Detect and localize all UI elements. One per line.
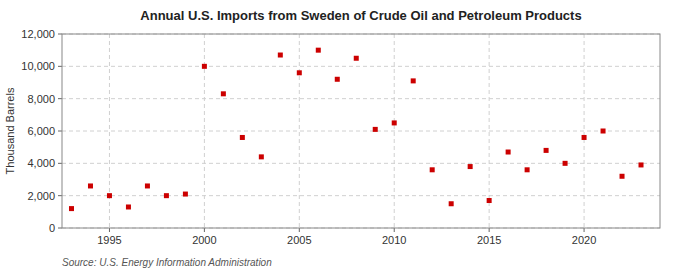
grid-line xyxy=(62,66,660,67)
title: Annual U.S. Imports from Sweden of Crude… xyxy=(140,8,581,23)
grid-line xyxy=(584,34,585,228)
point xyxy=(335,77,340,82)
source-note: Source: U.S. Energy Information Administ… xyxy=(62,257,272,268)
x-tick xyxy=(584,228,585,232)
y-tick-label: 2,000 xyxy=(27,190,55,202)
point xyxy=(525,167,530,172)
grid-line xyxy=(62,98,660,99)
y-tick xyxy=(58,98,62,99)
y-tick xyxy=(58,66,62,67)
x-tick xyxy=(109,228,110,232)
point xyxy=(69,206,74,211)
y-tick-label: 12,000 xyxy=(21,28,55,40)
y-tick xyxy=(58,163,62,164)
y-tick-label: 8,000 xyxy=(27,93,55,105)
point xyxy=(449,201,454,206)
grid xyxy=(62,34,660,228)
point xyxy=(259,154,264,159)
grid-line xyxy=(62,195,660,196)
point xyxy=(183,192,188,197)
point xyxy=(468,164,473,169)
point xyxy=(601,129,606,134)
x-tick xyxy=(394,228,395,232)
point xyxy=(639,162,644,167)
point xyxy=(126,204,131,209)
grid-line xyxy=(62,131,660,132)
x-tick xyxy=(204,228,205,232)
plot-frame xyxy=(62,34,660,228)
point xyxy=(297,70,302,75)
x-tick-label: 2005 xyxy=(287,234,311,246)
y-tick-label: 0 xyxy=(49,222,55,234)
point xyxy=(145,183,150,188)
point xyxy=(221,91,226,96)
point xyxy=(544,148,549,153)
x-tick xyxy=(489,228,490,232)
x-tick-label: 2000 xyxy=(192,234,216,246)
y-tick xyxy=(58,131,62,132)
grid-line xyxy=(394,34,395,228)
grid-line xyxy=(204,34,205,228)
point xyxy=(240,135,245,140)
y-axis-label: Thousand Barrels xyxy=(4,87,16,174)
point xyxy=(88,183,93,188)
point xyxy=(487,198,492,203)
point xyxy=(202,64,207,69)
x-tick xyxy=(299,228,300,232)
x-tick-label: 2010 xyxy=(382,234,406,246)
point xyxy=(278,53,283,58)
y-tick xyxy=(58,228,62,229)
y-tick-label: 6,000 xyxy=(27,125,55,137)
point xyxy=(164,193,169,198)
y-tick xyxy=(58,195,62,196)
grid-line xyxy=(299,34,300,228)
point xyxy=(392,120,397,125)
point xyxy=(506,150,511,155)
points xyxy=(69,48,644,211)
grid-line xyxy=(62,163,660,164)
point xyxy=(316,48,321,53)
point xyxy=(620,174,625,179)
point xyxy=(430,167,435,172)
point xyxy=(373,127,378,132)
x-tick-label: 2020 xyxy=(572,234,596,246)
point xyxy=(563,161,568,166)
y-tick xyxy=(58,34,62,35)
point xyxy=(354,56,359,61)
point xyxy=(411,78,416,83)
x-tick-label: 2015 xyxy=(477,234,501,246)
x-tick-label: 1995 xyxy=(97,234,121,246)
y-tick-label: 4,000 xyxy=(27,157,55,169)
grid-line xyxy=(109,34,110,228)
point xyxy=(107,193,112,198)
point xyxy=(582,135,587,140)
chart: Annual U.S. Imports from Sweden of Crude… xyxy=(0,0,675,275)
y-tick-label: 10,000 xyxy=(21,60,55,72)
